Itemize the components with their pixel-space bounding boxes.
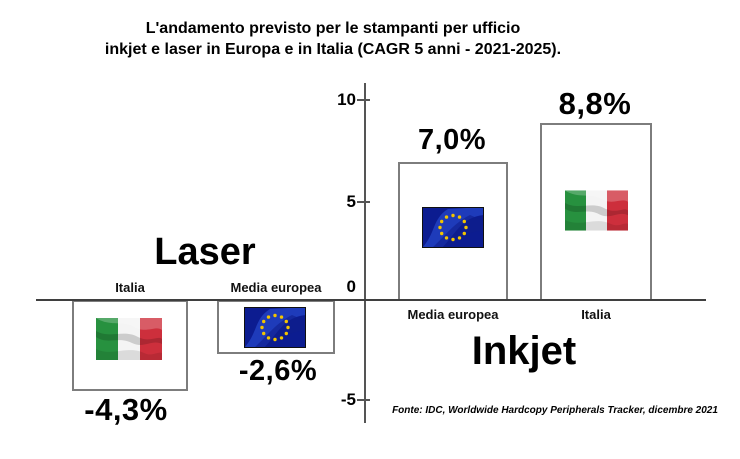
eu-flag-icon bbox=[422, 207, 484, 248]
chart-title-line1: L'andamento previsto per le stampanti pe… bbox=[145, 20, 521, 37]
value-label-laser-italia: -4,3% bbox=[84, 392, 168, 427]
category-label-inkjet-italia: Italia bbox=[581, 307, 611, 322]
y-tick-label-5: 5 bbox=[346, 192, 356, 211]
category-label-laser-media-europea: Media europea bbox=[230, 280, 322, 295]
y-tick-neg5 bbox=[357, 399, 370, 401]
value-label-inkjet-italia: 8,8% bbox=[558, 86, 632, 121]
y-tick-5 bbox=[357, 201, 370, 203]
y-tick-10 bbox=[357, 99, 370, 101]
value-label-laser-media-europea: -2,6% bbox=[238, 355, 318, 387]
group-label-laser: Laser bbox=[154, 231, 256, 273]
y-axis-line bbox=[364, 83, 366, 423]
value-label-inkjet-media-europea: 7,0% bbox=[417, 124, 487, 156]
y-tick-label-0: 0 bbox=[346, 277, 356, 296]
group-label-inkjet: Inkjet bbox=[471, 329, 577, 373]
chart-title-line2: inkjet e laser in Europa e in Italia (CA… bbox=[104, 41, 562, 58]
category-label-inkjet-media-europea: Media europea bbox=[407, 307, 499, 322]
y-tick-label-10: 10 bbox=[337, 90, 356, 109]
zero-baseline bbox=[36, 299, 706, 301]
italy-flag-icon bbox=[565, 188, 628, 233]
category-label-laser-italia: Italia bbox=[115, 280, 145, 295]
chart-title: L'andamento previsto per le stampanti pe… bbox=[30, 18, 636, 60]
source-note: Fonte: IDC, Worldwide Hardcopy Periphera… bbox=[392, 405, 718, 416]
italy-flag-icon bbox=[96, 318, 162, 360]
eu-flag-icon bbox=[244, 307, 306, 348]
y-tick-label-neg5: -5 bbox=[340, 390, 356, 409]
